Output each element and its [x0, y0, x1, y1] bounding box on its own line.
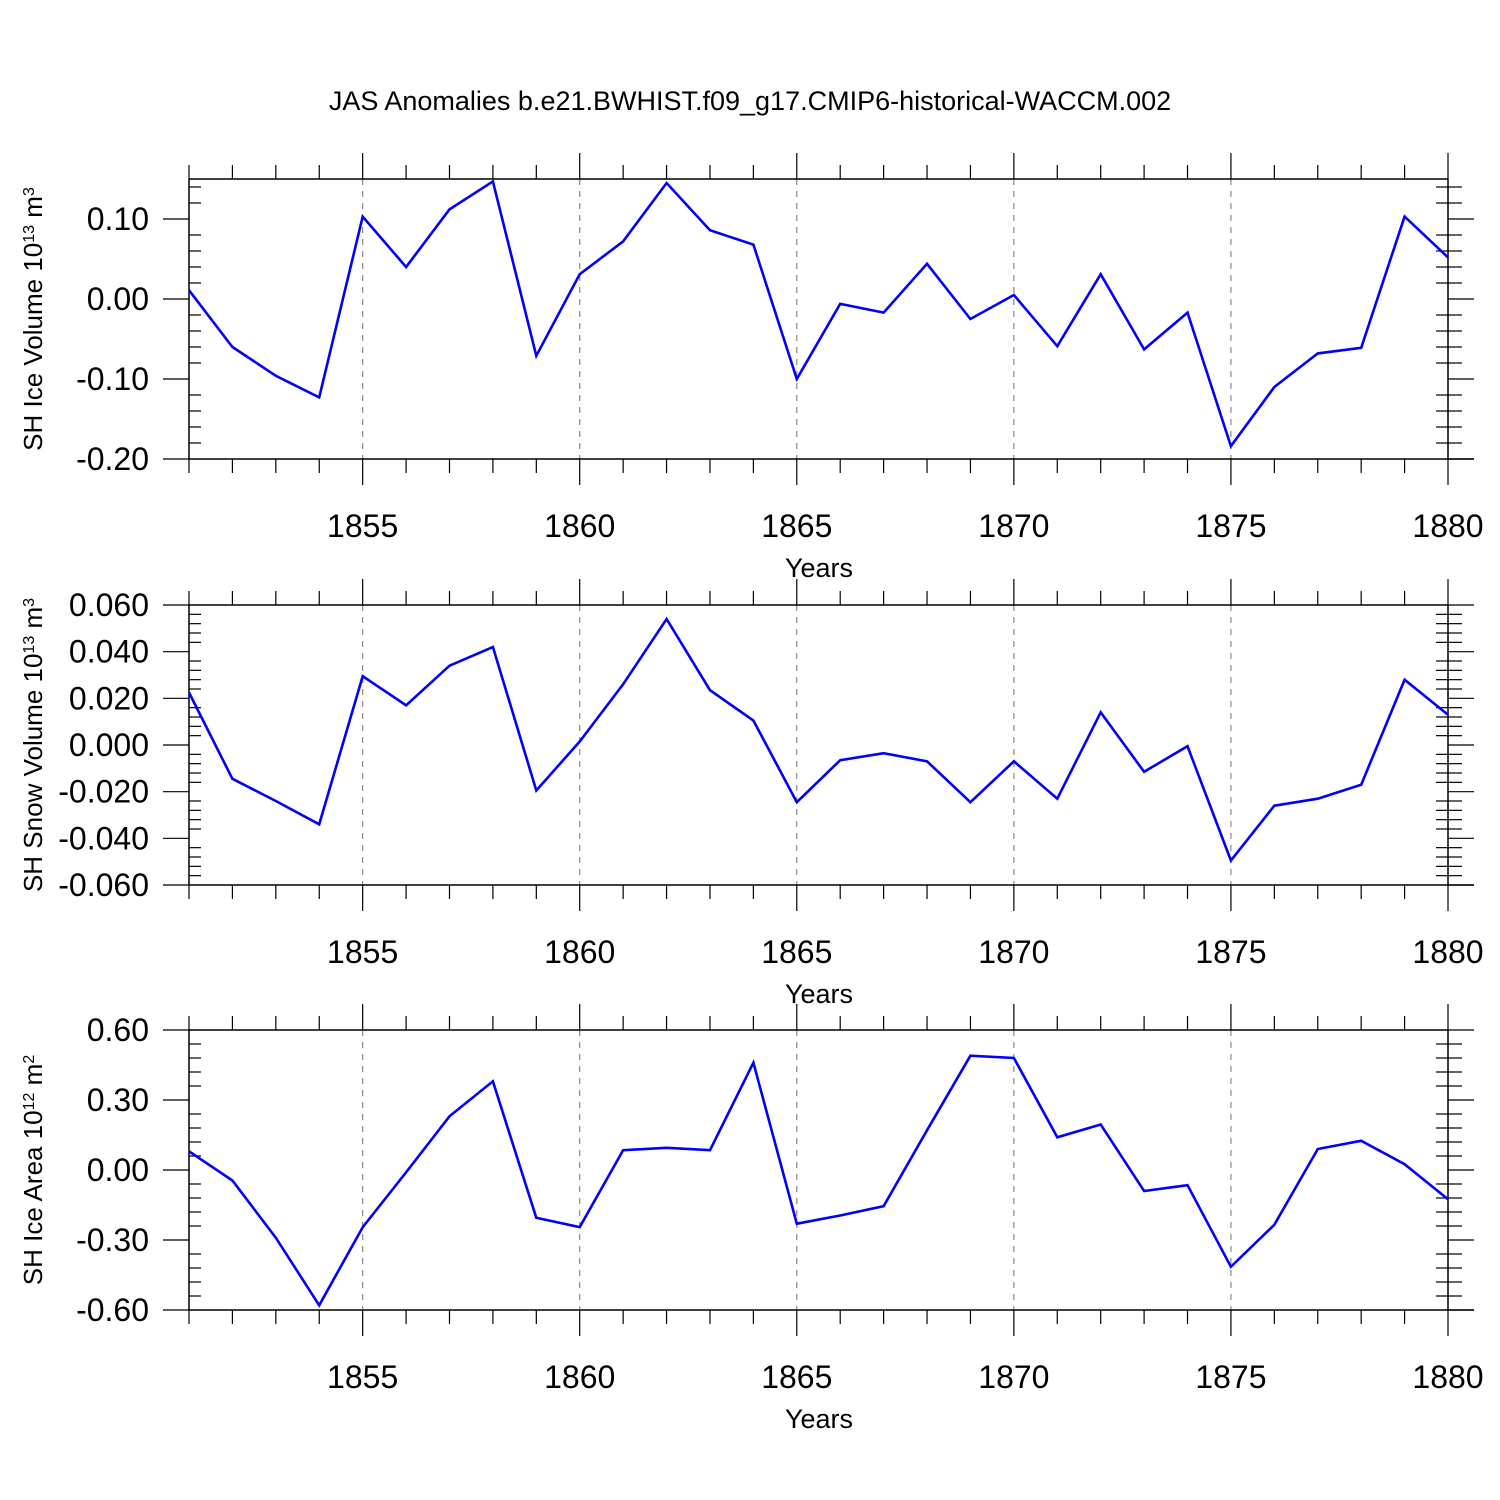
- x-tick-label: 1870: [978, 1359, 1049, 1395]
- x-tick-label: 1875: [1195, 934, 1266, 970]
- y-tick-label: -0.040: [58, 820, 149, 856]
- x-tick-label: 1855: [327, 508, 398, 544]
- y-axis-label-text: m: [18, 1064, 48, 1093]
- y-tick-label: -0.020: [58, 774, 149, 810]
- y-axis-label: SH Ice Volume 1013 m3: [18, 187, 48, 451]
- x-axis-label: Years: [785, 553, 853, 583]
- chart-panel-1: -0.20 -0.10 0.00 0.10 1855 1860 1865 1870 1875 18…: [18, 153, 1484, 583]
- x-tick-label: 1855: [327, 1359, 398, 1395]
- chart-panel-3: -0.60 -0.30 0.00 0.30 0.60 1855 1860 1865 1870 18…: [18, 1004, 1484, 1434]
- y-tick-label: -0.20: [76, 441, 149, 477]
- y-axis-label-text: m: [18, 607, 48, 636]
- series-line: [188, 1054, 1449, 1308]
- x-tick-label: 1860: [544, 934, 615, 970]
- y-tick-label: 0.060: [69, 587, 149, 623]
- chart-title: JAS Anomalies b.e21.BWHIST.f09_g17.CMIP6…: [328, 86, 1172, 116]
- y-tick-label: 0.020: [69, 680, 149, 716]
- y-tick-label: 0.00: [87, 1152, 149, 1188]
- y-axis-label-exponent: 3: [21, 187, 38, 196]
- y-axis-label-exponent: 13: [21, 225, 38, 243]
- y-axis-label-exponent: 12: [21, 1092, 38, 1110]
- y-axis-label-text: SH Ice Area 10: [18, 1110, 48, 1285]
- series-line: [187, 616, 1449, 864]
- y-axis-label-text: SH Ice Volume 10: [18, 243, 48, 451]
- y-tick-label: 0.10: [87, 201, 149, 237]
- y-axis-label-text: m: [18, 196, 48, 225]
- x-tick-label: 1860: [544, 508, 615, 544]
- y-axis-label-text: SH Snow Volume 10: [18, 654, 48, 892]
- y-tick-label: -0.60: [76, 1292, 149, 1328]
- x-tick-label: 1875: [1195, 508, 1266, 544]
- x-tick-label: 1880: [1412, 934, 1483, 970]
- y-tick-label: -0.10: [76, 361, 149, 397]
- x-tick-label: 1865: [761, 508, 832, 544]
- y-axis-label: SH Ice Area 1012 m2: [18, 1055, 48, 1286]
- chart-panel-2: -0.060 -0.040 -0.020 0.000 0.020 0.040 0.060 18…: [18, 579, 1484, 1009]
- y-tick-label: 0.60: [87, 1012, 149, 1048]
- x-axis-label: Years: [785, 1404, 853, 1434]
- y-tick-label: -0.30: [76, 1222, 149, 1258]
- y-tick-label: 0.000: [69, 727, 149, 763]
- x-axis-label: Years: [785, 979, 853, 1009]
- x-tick-label: 1880: [1412, 1359, 1483, 1395]
- x-tick-label: 1855: [327, 934, 398, 970]
- x-tick-label: 1875: [1195, 1359, 1266, 1395]
- x-tick-label: 1865: [761, 1359, 832, 1395]
- x-tick-label: 1880: [1412, 508, 1483, 544]
- y-tick-label: -0.060: [58, 867, 149, 903]
- y-axis-label-exponent: 13: [21, 636, 38, 654]
- y-tick-label: 0.30: [87, 1082, 149, 1118]
- y-tick-label: 0.040: [69, 634, 149, 670]
- y-axis-label-exponent: 2: [21, 1055, 38, 1064]
- y-axis-label: SH Snow Volume 1013 m3: [18, 598, 48, 892]
- x-tick-label: 1870: [978, 508, 1049, 544]
- x-tick-label: 1860: [544, 1359, 615, 1395]
- x-tick-label: 1870: [978, 934, 1049, 970]
- y-axis-label-exponent: 3: [21, 598, 38, 607]
- series-line: [187, 179, 1449, 450]
- x-tick-label: 1865: [761, 934, 832, 970]
- y-tick-label: 0.00: [87, 281, 149, 317]
